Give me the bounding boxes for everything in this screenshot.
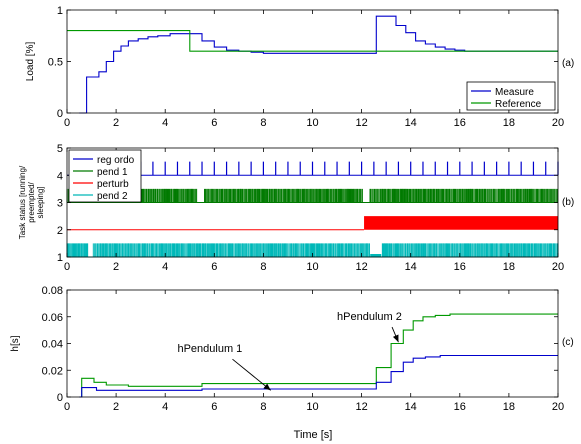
x-tick-label: 6: [211, 117, 217, 129]
y-tick-label: 0.08: [42, 285, 63, 297]
x-tick-label: 4: [162, 117, 168, 129]
x-tick-label: 10: [306, 117, 318, 129]
annotation-arrow: [232, 358, 272, 391]
series-line-hpendulum-2: [79, 313, 558, 398]
panel-label: (c): [562, 337, 574, 348]
x-tick-label: 12: [355, 401, 367, 413]
x-tick-label: 4: [162, 401, 168, 413]
panel-label: (b): [562, 197, 574, 208]
annotation-arrowhead: [392, 334, 399, 343]
x-tick-label: 14: [405, 117, 417, 129]
x-tick-label: 10: [306, 261, 318, 273]
x-tick-label: 20: [552, 117, 564, 129]
y-tick-label: 0: [57, 392, 63, 404]
y-tick-label: 0.02: [42, 365, 63, 377]
annotation-label: hPendulum 1: [177, 343, 242, 355]
plot-layer: hPendulum 2 hPendulum 1: [66, 15, 559, 398]
legend-label: pend 2: [97, 191, 128, 202]
x-axis-title: Time [s]: [294, 429, 333, 441]
x-tick-label: 20: [552, 261, 564, 273]
x-tick-label: 2: [113, 401, 119, 413]
x-tick-label: 0: [64, 261, 70, 273]
y-tick-label: 0.06: [42, 312, 63, 324]
annotation-arrowhead: [263, 383, 271, 391]
legend-label: Reference: [495, 99, 542, 110]
x-tick-label: 20: [552, 401, 564, 413]
y-tick-label: 0.5: [48, 57, 63, 69]
legend-label: reg ordo: [97, 155, 135, 166]
x-tick-label: 6: [211, 401, 217, 413]
x-tick-label: 16: [454, 261, 466, 273]
panel-label: (a): [562, 58, 574, 69]
plot-frame-2: [66, 289, 559, 398]
x-tick-label: 2: [113, 117, 119, 129]
y-axis-title: sleeping]: [36, 186, 45, 218]
x-tick-label: 8: [260, 117, 266, 129]
y-tick-label: 0: [57, 108, 63, 120]
legend-label: pend 1: [97, 167, 128, 178]
x-tick-label: 18: [503, 401, 515, 413]
legend-label: Measure: [495, 87, 534, 98]
series-line-hpendulum-1: [79, 354, 558, 398]
y-tick-label: 1: [57, 252, 63, 264]
annotation-label: hPendulum 2: [337, 311, 402, 323]
x-tick-label: 8: [260, 401, 266, 413]
perturb-block: [364, 216, 558, 230]
series-line-measure: [79, 15, 558, 114]
x-tick-label: 10: [306, 401, 318, 413]
x-tick-label: 12: [355, 261, 367, 273]
x-tick-label: 16: [454, 117, 466, 129]
x-tick-label: 2: [113, 261, 119, 273]
pend-2-block: [370, 254, 382, 257]
x-tick-label: 18: [503, 117, 515, 129]
y-tick-label: 3: [57, 198, 63, 210]
x-tick-label: 4: [162, 261, 168, 273]
y-tick-label: 2: [57, 225, 63, 237]
series-line-reference: [67, 30, 558, 52]
x-tick-label: 0: [64, 401, 70, 413]
y-tick-label: 4: [57, 170, 63, 182]
y-tick-label: 1: [57, 5, 63, 17]
y-tick-label: 0.04: [42, 339, 63, 351]
legend-label: perturb: [97, 179, 129, 190]
x-tick-label: 8: [260, 261, 266, 273]
y-axis-title: Load [%]: [25, 42, 36, 82]
legend-box: [466, 81, 556, 111]
x-tick-label: 18: [503, 261, 515, 273]
y-tick-label: 5: [57, 143, 63, 155]
x-tick-label: 6: [211, 261, 217, 273]
y-axis-title: preempted/: [27, 181, 36, 222]
x-tick-label: 12: [355, 117, 367, 129]
x-tick-label: 16: [454, 401, 466, 413]
x-tick-label: 14: [405, 261, 417, 273]
y-axis-title: Task status [running/: [18, 165, 27, 239]
y-axis-title: h[s]: [10, 335, 21, 351]
x-tick-label: 0: [64, 117, 70, 129]
x-tick-label: 14: [405, 401, 417, 413]
